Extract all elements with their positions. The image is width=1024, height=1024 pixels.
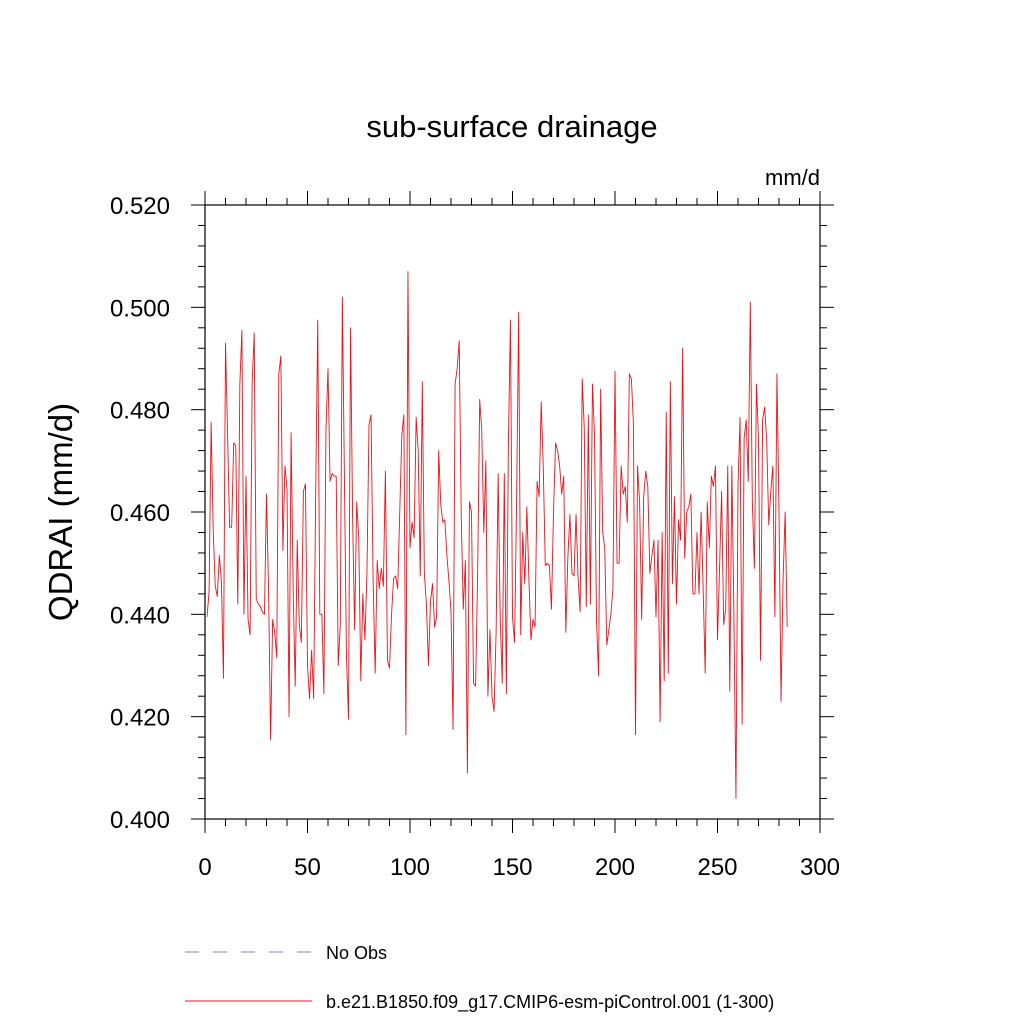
units-label: mm/d (765, 165, 820, 190)
chart-title: sub-surface drainage (366, 109, 657, 144)
series-line-0 (206, 271, 788, 799)
x-tick-label: 150 (492, 854, 532, 881)
y-tick-label: 0.400 (110, 807, 170, 834)
x-tick-label: 250 (697, 854, 737, 881)
plot-frame (204, 204, 821, 820)
x-tick-label: 100 (390, 854, 430, 881)
legend-label-obs: No Obs (326, 943, 387, 963)
legend-label-series: b.e21.B1850.f09_g17.CMIP6-esm-piControl.… (326, 992, 774, 1013)
tick-labels: 0 50 100 150 200 250 300 0.400 0.420 0.440 0.460 0.… (110, 193, 840, 881)
x-tick-label: 50 (294, 854, 321, 881)
y-tick-label: 0.520 (110, 193, 170, 220)
y-tick-label: 0.480 (110, 398, 170, 425)
x-tick-label: 200 (595, 854, 635, 881)
series-layer (206, 271, 788, 799)
y-tick-label: 0.500 (110, 295, 170, 322)
y-tick-label: 0.440 (110, 602, 170, 629)
y-tick-label: 0.460 (110, 500, 170, 527)
y-axis-label: QDRAI (mm/d) (42, 403, 79, 621)
x-tick-label: 0 (198, 854, 211, 881)
legend: No Obs b.e21.B1850.f09_g17.CMIP6-esm-piC… (185, 943, 774, 1013)
axis-ticks (191, 191, 834, 833)
y-tick-label: 0.420 (110, 705, 170, 732)
x-tick-label: 300 (800, 854, 840, 881)
